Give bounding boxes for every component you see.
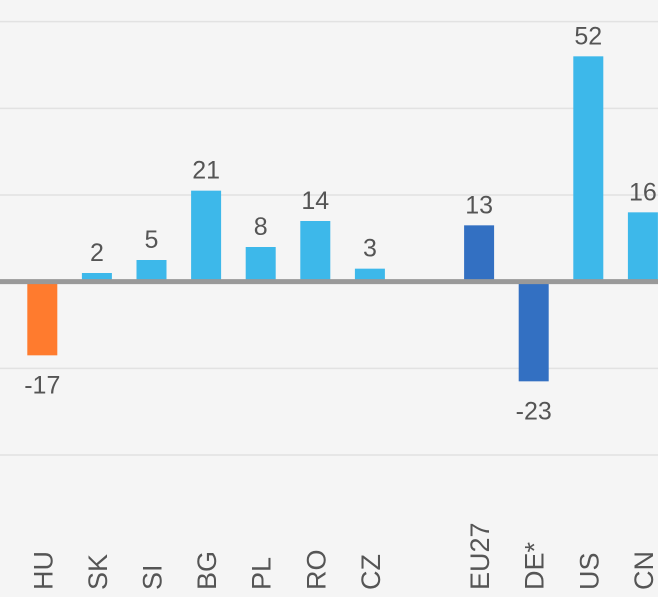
value-label: 2: [90, 239, 104, 267]
x-tick-label: DE*: [520, 541, 550, 590]
x-tick-label: BG: [192, 551, 222, 590]
x-tick-label: US: [574, 552, 604, 590]
bar: [464, 225, 495, 282]
x-tick-label: CZ: [356, 554, 386, 590]
bar: [191, 190, 222, 282]
value-label: -17: [24, 371, 60, 399]
value-label: 52: [574, 22, 602, 50]
x-tick-label: SI: [138, 564, 168, 590]
x-tick-label: HU: [28, 551, 58, 590]
bar: [573, 56, 604, 282]
value-label: 14: [301, 187, 329, 215]
x-tick-label: PL: [247, 557, 277, 590]
bar: [518, 281, 549, 382]
bar: [27, 281, 58, 356]
bar: [136, 260, 167, 282]
bar: [627, 212, 658, 282]
bar: [354, 268, 385, 282]
x-tick-label: SK: [83, 554, 113, 590]
x-tick-label: RO: [301, 550, 331, 591]
x-tick-label: CN: [629, 551, 658, 590]
x-tick-label: EU27: [465, 522, 495, 590]
value-label: 21: [192, 157, 220, 185]
value-label: -23: [516, 397, 552, 425]
value-label: 16: [629, 178, 657, 206]
value-label: 8: [254, 213, 268, 241]
bar: [81, 273, 112, 282]
bar: [300, 221, 331, 282]
value-label: 5: [145, 226, 159, 254]
value-label: 3: [363, 235, 377, 263]
bar: [245, 247, 276, 282]
value-label: 13: [465, 191, 493, 219]
